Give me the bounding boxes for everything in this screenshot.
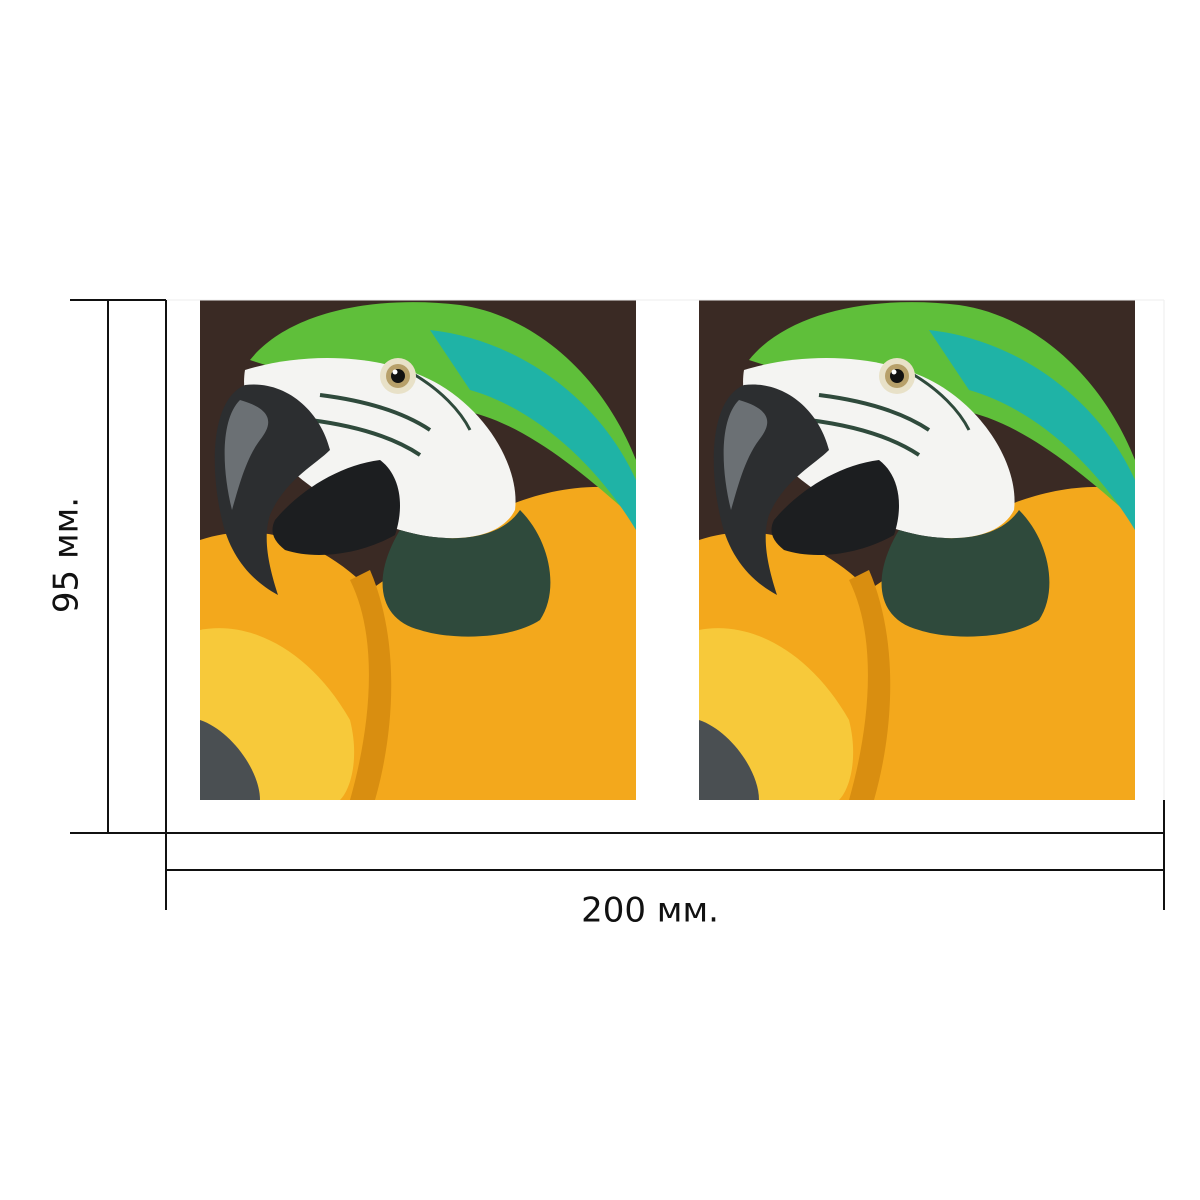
height-label: 95 мм. xyxy=(47,497,87,613)
parrot-photo-left xyxy=(200,300,636,800)
parrot-photo-right xyxy=(699,300,1135,800)
height-dimension: 95 мм. xyxy=(47,299,167,834)
width-dimension: 200 мм. xyxy=(165,800,1165,931)
width-label: 200 мм. xyxy=(581,891,719,931)
